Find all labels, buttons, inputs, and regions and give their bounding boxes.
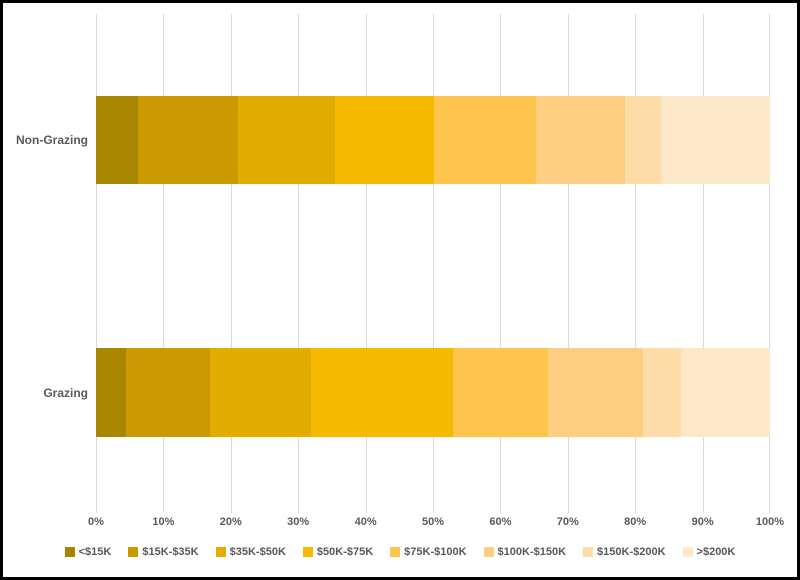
x-tick-label: 50% <box>421 516 445 528</box>
bar-segment <box>335 96 434 184</box>
legend-label: $50K-$75K <box>316 546 374 558</box>
bar-segment <box>643 348 681 437</box>
legend-swatch-icon <box>390 547 401 557</box>
x-tick-label: 60% <box>489 516 512 528</box>
legend-swatch-icon <box>682 547 693 557</box>
category-label: Non-Grazing <box>16 133 88 147</box>
x-tick-label: 80% <box>624 516 647 528</box>
legend-label: $75K-$100K <box>404 546 467 558</box>
legend-item: $150K-$200K <box>583 546 666 558</box>
legend-label: $15K-$35K <box>142 546 199 558</box>
gridline <box>567 14 569 513</box>
x-tick-label: 30% <box>287 516 310 528</box>
category-label: Grazing <box>43 385 88 400</box>
gridline <box>163 14 165 513</box>
legend-item: $35K-$50K <box>215 546 286 558</box>
bar-segment <box>237 96 336 184</box>
x-tick-label: 20% <box>219 516 242 528</box>
bar-segment <box>536 96 626 184</box>
legend-swatch-icon <box>583 547 594 557</box>
x-tick-label: 0% <box>88 516 104 528</box>
bar-segment <box>126 348 210 437</box>
gridline <box>500 14 502 513</box>
gridline <box>298 14 300 513</box>
bar-segment <box>433 96 537 184</box>
legend-swatch-icon <box>128 547 139 557</box>
bar-non-grazing <box>96 96 770 184</box>
gridline <box>702 14 704 513</box>
bar-segment <box>209 348 311 437</box>
legend-label: $100K-$150K <box>497 546 567 558</box>
bar-segment <box>680 348 770 437</box>
legend-item: $50K-$75K <box>302 546 374 558</box>
legend-label: $35K-$50K <box>229 546 286 558</box>
x-tick-label: 40% <box>354 516 377 528</box>
gridline <box>365 14 367 513</box>
x-tick-label: 10% <box>152 516 175 528</box>
bar-segment <box>453 348 548 437</box>
bar-segment <box>96 348 127 437</box>
legend-item: <$15K <box>64 546 112 558</box>
legend-swatch-icon <box>483 547 494 557</box>
gridline <box>635 14 637 513</box>
bar-segment <box>625 96 661 184</box>
gridline <box>769 14 770 513</box>
bar-segment <box>660 96 770 184</box>
legend-swatch-icon <box>215 547 226 557</box>
legend-item: $15K-$35K <box>128 546 199 558</box>
legend-item: >$200K <box>682 546 736 558</box>
legend-label: <$15K <box>78 546 112 558</box>
legend-label: >$200K <box>696 546 736 558</box>
gridline <box>96 14 97 513</box>
legend-item: $100K-$150K <box>483 546 567 558</box>
legend-item: $75K-$100K <box>390 546 467 558</box>
bar-segment <box>137 96 238 184</box>
bar-segment <box>547 348 644 437</box>
x-tick-label: 70% <box>556 516 579 528</box>
gridline <box>230 14 232 513</box>
x-tick-label: 100% <box>755 516 785 528</box>
legend-swatch-icon <box>64 547 75 557</box>
bar-segment <box>96 96 138 184</box>
plot-area <box>96 14 770 513</box>
legend-label: $150K-$200K <box>597 546 666 558</box>
legend-swatch-icon <box>302 547 313 557</box>
x-tick-label: 90% <box>691 516 714 528</box>
bar-grazing <box>96 348 770 437</box>
legend: <$15K $15K-$35K $35K-$50K $50K-$75K $75K-$10… <box>3 543 797 561</box>
gridline <box>433 14 434 513</box>
bar-segment <box>310 348 454 437</box>
